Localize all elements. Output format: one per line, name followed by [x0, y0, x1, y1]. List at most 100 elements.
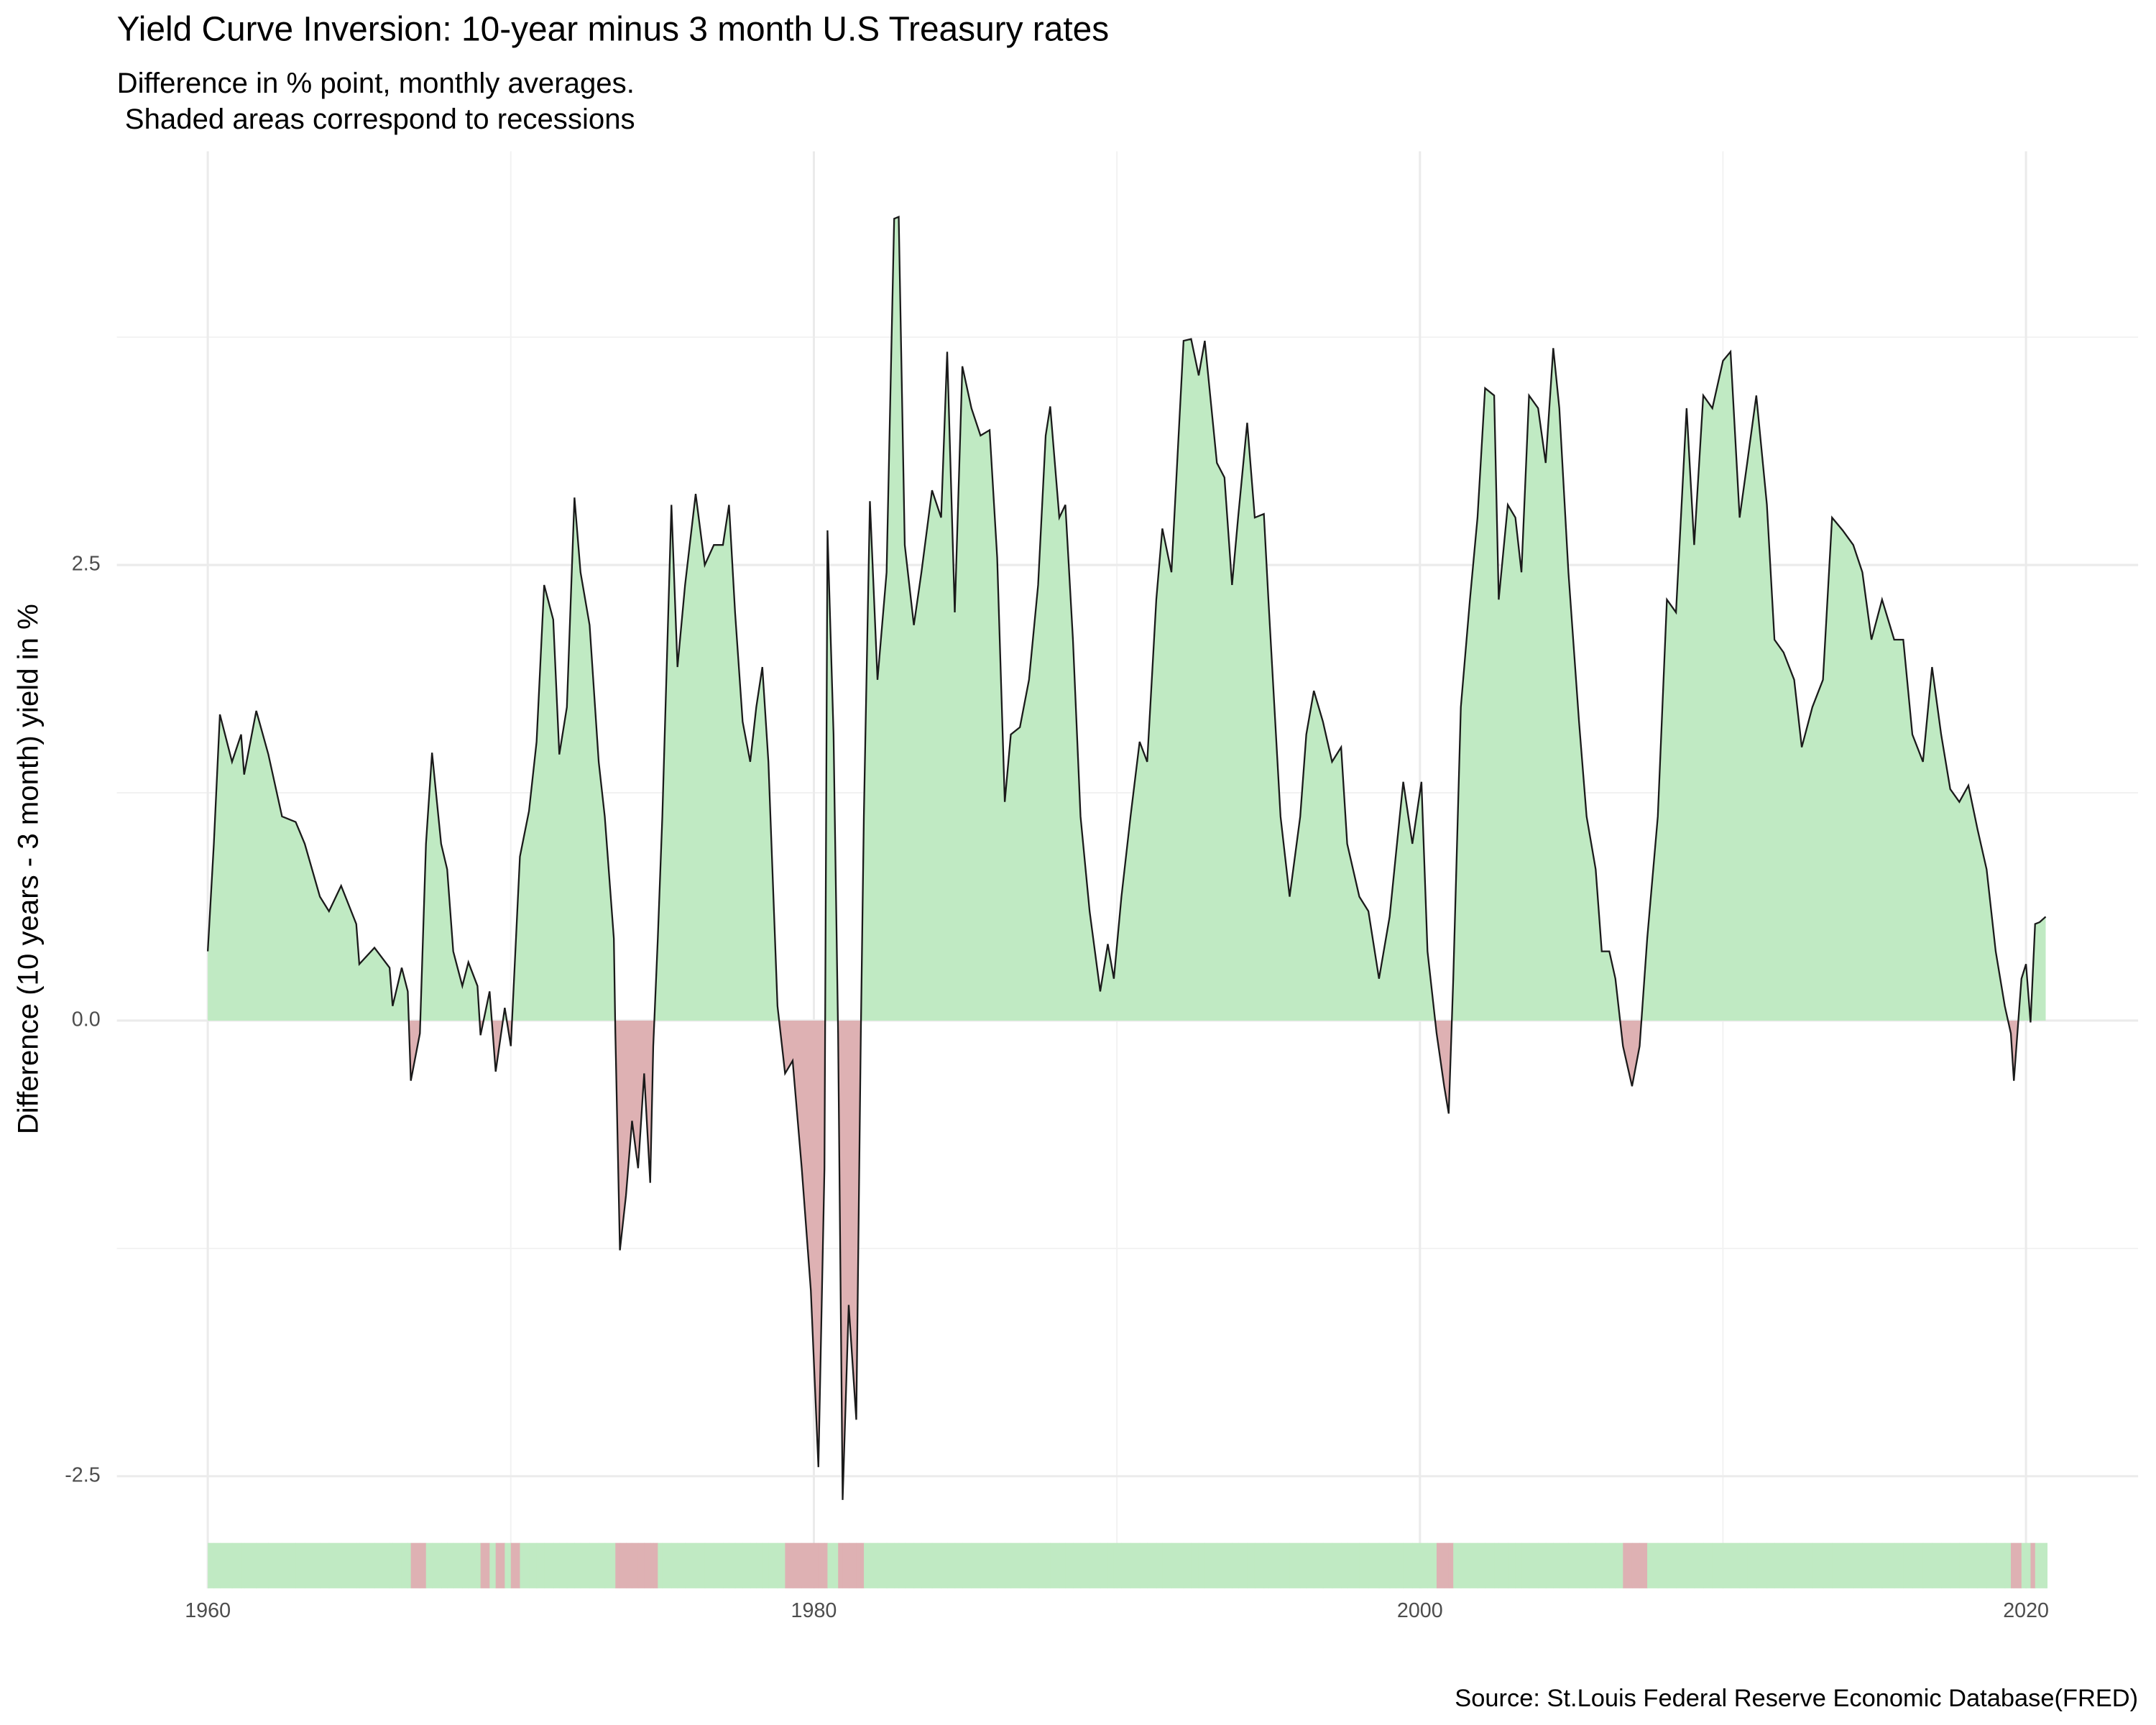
- sign-strip-segment: [374, 1542, 390, 1588]
- sign-strip-segment: [1766, 1542, 1775, 1588]
- sign-strip-segment: [1470, 1542, 1478, 1588]
- sign-strip-segment: [615, 1542, 621, 1588]
- sign-strip-segment: [1941, 1542, 1951, 1588]
- sign-strip-segment: [1232, 1542, 1239, 1588]
- sign-strip-segment: [1812, 1542, 1824, 1588]
- sign-strip-segment: [1694, 1542, 1704, 1588]
- sign-strip-segment: [1995, 1542, 2006, 1588]
- sign-strip-segment: [619, 1542, 627, 1588]
- sign-strip-segment: [1494, 1542, 1499, 1588]
- sign-strip-segment: [1515, 1542, 1522, 1588]
- sign-strip-segment: [827, 1542, 834, 1588]
- sign-strip-segment: [1412, 1542, 1422, 1588]
- sign-strip-segment: [356, 1542, 360, 1588]
- sign-strip-segment: [305, 1542, 321, 1588]
- sign-strip-segment: [1421, 1542, 1428, 1588]
- sign-strip-segment: [566, 1542, 575, 1588]
- sign-strip-segment: [2026, 1542, 2032, 1588]
- sign-strip-segment: [644, 1542, 651, 1588]
- sign-strip-segment: [505, 1542, 512, 1588]
- sign-strip-segment: [1667, 1542, 1677, 1588]
- sign-strip-segment: [1147, 1542, 1157, 1588]
- sign-strip-segment: [580, 1542, 590, 1588]
- sign-strip-segment: [1903, 1542, 1913, 1588]
- sign-strip-segment: [1268, 1542, 1281, 1588]
- sign-strip-segment: [1631, 1542, 1641, 1588]
- sign-strip-segment: [468, 1542, 478, 1588]
- sign-strip-segment: [1730, 1542, 1741, 1588]
- sign-strip-segment: [392, 1542, 402, 1588]
- sign-strip-segment: [1171, 1542, 1184, 1588]
- sign-strip-segment: [1686, 1542, 1695, 1588]
- sign-strip-segment: [1247, 1542, 1256, 1588]
- sign-strip-segment: [1862, 1542, 1872, 1588]
- sign-strip-segment: [856, 1542, 862, 1588]
- sign-strip-segment: [2014, 1542, 2022, 1588]
- x-tick-label: 1960: [185, 1599, 231, 1622]
- sign-strip-segment: [1183, 1542, 1192, 1588]
- sign-strip-segment: [1783, 1542, 1795, 1588]
- sign-strip-segment: [1444, 1542, 1450, 1588]
- sign-strip-segment: [2040, 1542, 2047, 1588]
- sign-strip-segment: [1254, 1542, 1265, 1588]
- sign-strip-segment: [729, 1542, 736, 1588]
- sign-strip-segment: [1823, 1542, 1833, 1588]
- sign-strip-segment: [1396, 1542, 1404, 1588]
- sign-strip-segment: [1747, 1542, 1757, 1588]
- sign-strip-segment: [244, 1542, 257, 1588]
- sign-strip-segment: [1712, 1542, 1724, 1588]
- sign-strip-segment: [536, 1542, 545, 1588]
- sign-strip-segment: [1107, 1542, 1115, 1588]
- sign-strip-segment: [1950, 1542, 1960, 1588]
- sign-strip-segment: [1601, 1542, 1610, 1588]
- sign-strip-segment: [1647, 1542, 1659, 1588]
- sign-strip-segment: [785, 1542, 793, 1588]
- sign-strip-segment: [1332, 1542, 1342, 1588]
- sign-strip-segment: [604, 1542, 614, 1588]
- sign-strip-segment: [1289, 1542, 1301, 1588]
- sign-strip-segment: [219, 1542, 233, 1588]
- sign-strip-segment: [1005, 1542, 1012, 1588]
- sign-strip-segment: [1453, 1542, 1462, 1588]
- sign-strip-segment: [1065, 1542, 1074, 1588]
- sign-strip-segment: [1538, 1542, 1547, 1588]
- sign-strip-segment: [1028, 1542, 1039, 1588]
- sign-strip-segment: [870, 1542, 878, 1588]
- sign-strip-segment: [685, 1542, 696, 1588]
- sign-strip-segment: [962, 1542, 972, 1588]
- sign-strip-segment: [1217, 1542, 1225, 1588]
- sign-strip-segment: [818, 1542, 825, 1588]
- sign-strip-segment: [653, 1542, 658, 1588]
- sign-strip-segment: [510, 1542, 521, 1588]
- sign-strip-segment: [842, 1542, 849, 1588]
- y-tick-label: 2.5: [72, 553, 101, 576]
- sign-strip-segment: [2021, 1542, 2027, 1588]
- sign-strip-segment: [341, 1542, 357, 1588]
- sign-strip-segment: [1756, 1542, 1768, 1588]
- sign-strip-segment: [886, 1542, 895, 1588]
- sign-strip-segment: [954, 1542, 963, 1588]
- sign-strip-segment: [671, 1542, 678, 1588]
- sign-strip-segment: [1853, 1542, 1863, 1588]
- sign-strip-segment: [1586, 1542, 1596, 1588]
- sign-strip-segment: [1436, 1542, 1445, 1588]
- sign-strip-segment: [495, 1542, 505, 1588]
- sign-strip-segment: [1579, 1542, 1588, 1588]
- sign-strip-segment: [1059, 1542, 1067, 1588]
- sign-strip-segment: [704, 1542, 714, 1588]
- sign-strip-segment: [2030, 1542, 2036, 1588]
- sign-strip-segment: [1191, 1542, 1199, 1588]
- sign-strip-segment: [432, 1542, 442, 1588]
- sign-strip-segment: [931, 1542, 942, 1588]
- sign-strip-segment: [921, 1542, 933, 1588]
- sign-strip-segment: [997, 1542, 1005, 1588]
- sign-strip-segment: [677, 1542, 686, 1588]
- sign-strip-segment: [833, 1542, 839, 1588]
- sign-strip-segment: [1968, 1542, 1978, 1588]
- sign-strip-segment: [1977, 1542, 1987, 1588]
- sign-strip-segment: [614, 1542, 616, 1588]
- sign-strip-segment: [559, 1542, 568, 1588]
- sign-strip-segment: [1010, 1542, 1021, 1588]
- sign-strip-segment: [1595, 1542, 1603, 1588]
- sign-strip-segment: [941, 1542, 948, 1588]
